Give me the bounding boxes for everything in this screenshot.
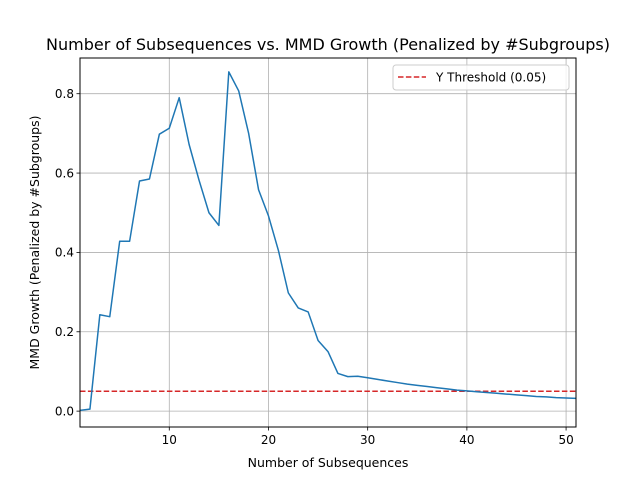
series-line <box>80 71 576 412</box>
y-tick-label: 0.0 <box>55 404 74 418</box>
x-tick-label: 10 <box>162 433 177 447</box>
y-tick-label: 0.6 <box>55 166 74 180</box>
y-tick-label: 0.4 <box>55 246 74 260</box>
ticks: 10 20 30 40 50 0.0 0.2 0.4 0.6 0.8 <box>55 87 574 447</box>
y-axis-label: MMD Growth (Penalized by #Subgroups) <box>27 116 42 370</box>
x-tick-label: 20 <box>261 433 276 447</box>
x-tick-label: 30 <box>360 433 375 447</box>
grid <box>80 58 576 427</box>
x-tick-label: 40 <box>459 433 474 447</box>
legend-box <box>392 64 570 91</box>
y-tick-label: 0.2 <box>55 325 74 339</box>
plot-area <box>80 71 576 412</box>
legend-threshold-label: Y Threshold (0.05) <box>435 71 546 85</box>
chart-title: Number of Subsequences vs. MMD Growth (P… <box>46 35 610 54</box>
y-tick-label: 0.8 <box>55 87 74 101</box>
x-tick-label: 50 <box>558 433 573 447</box>
axes-frame <box>79 57 577 428</box>
x-axis-label: Number of Subsequences <box>248 455 409 470</box>
legend: Y Threshold (0.05) <box>392 64 570 91</box>
